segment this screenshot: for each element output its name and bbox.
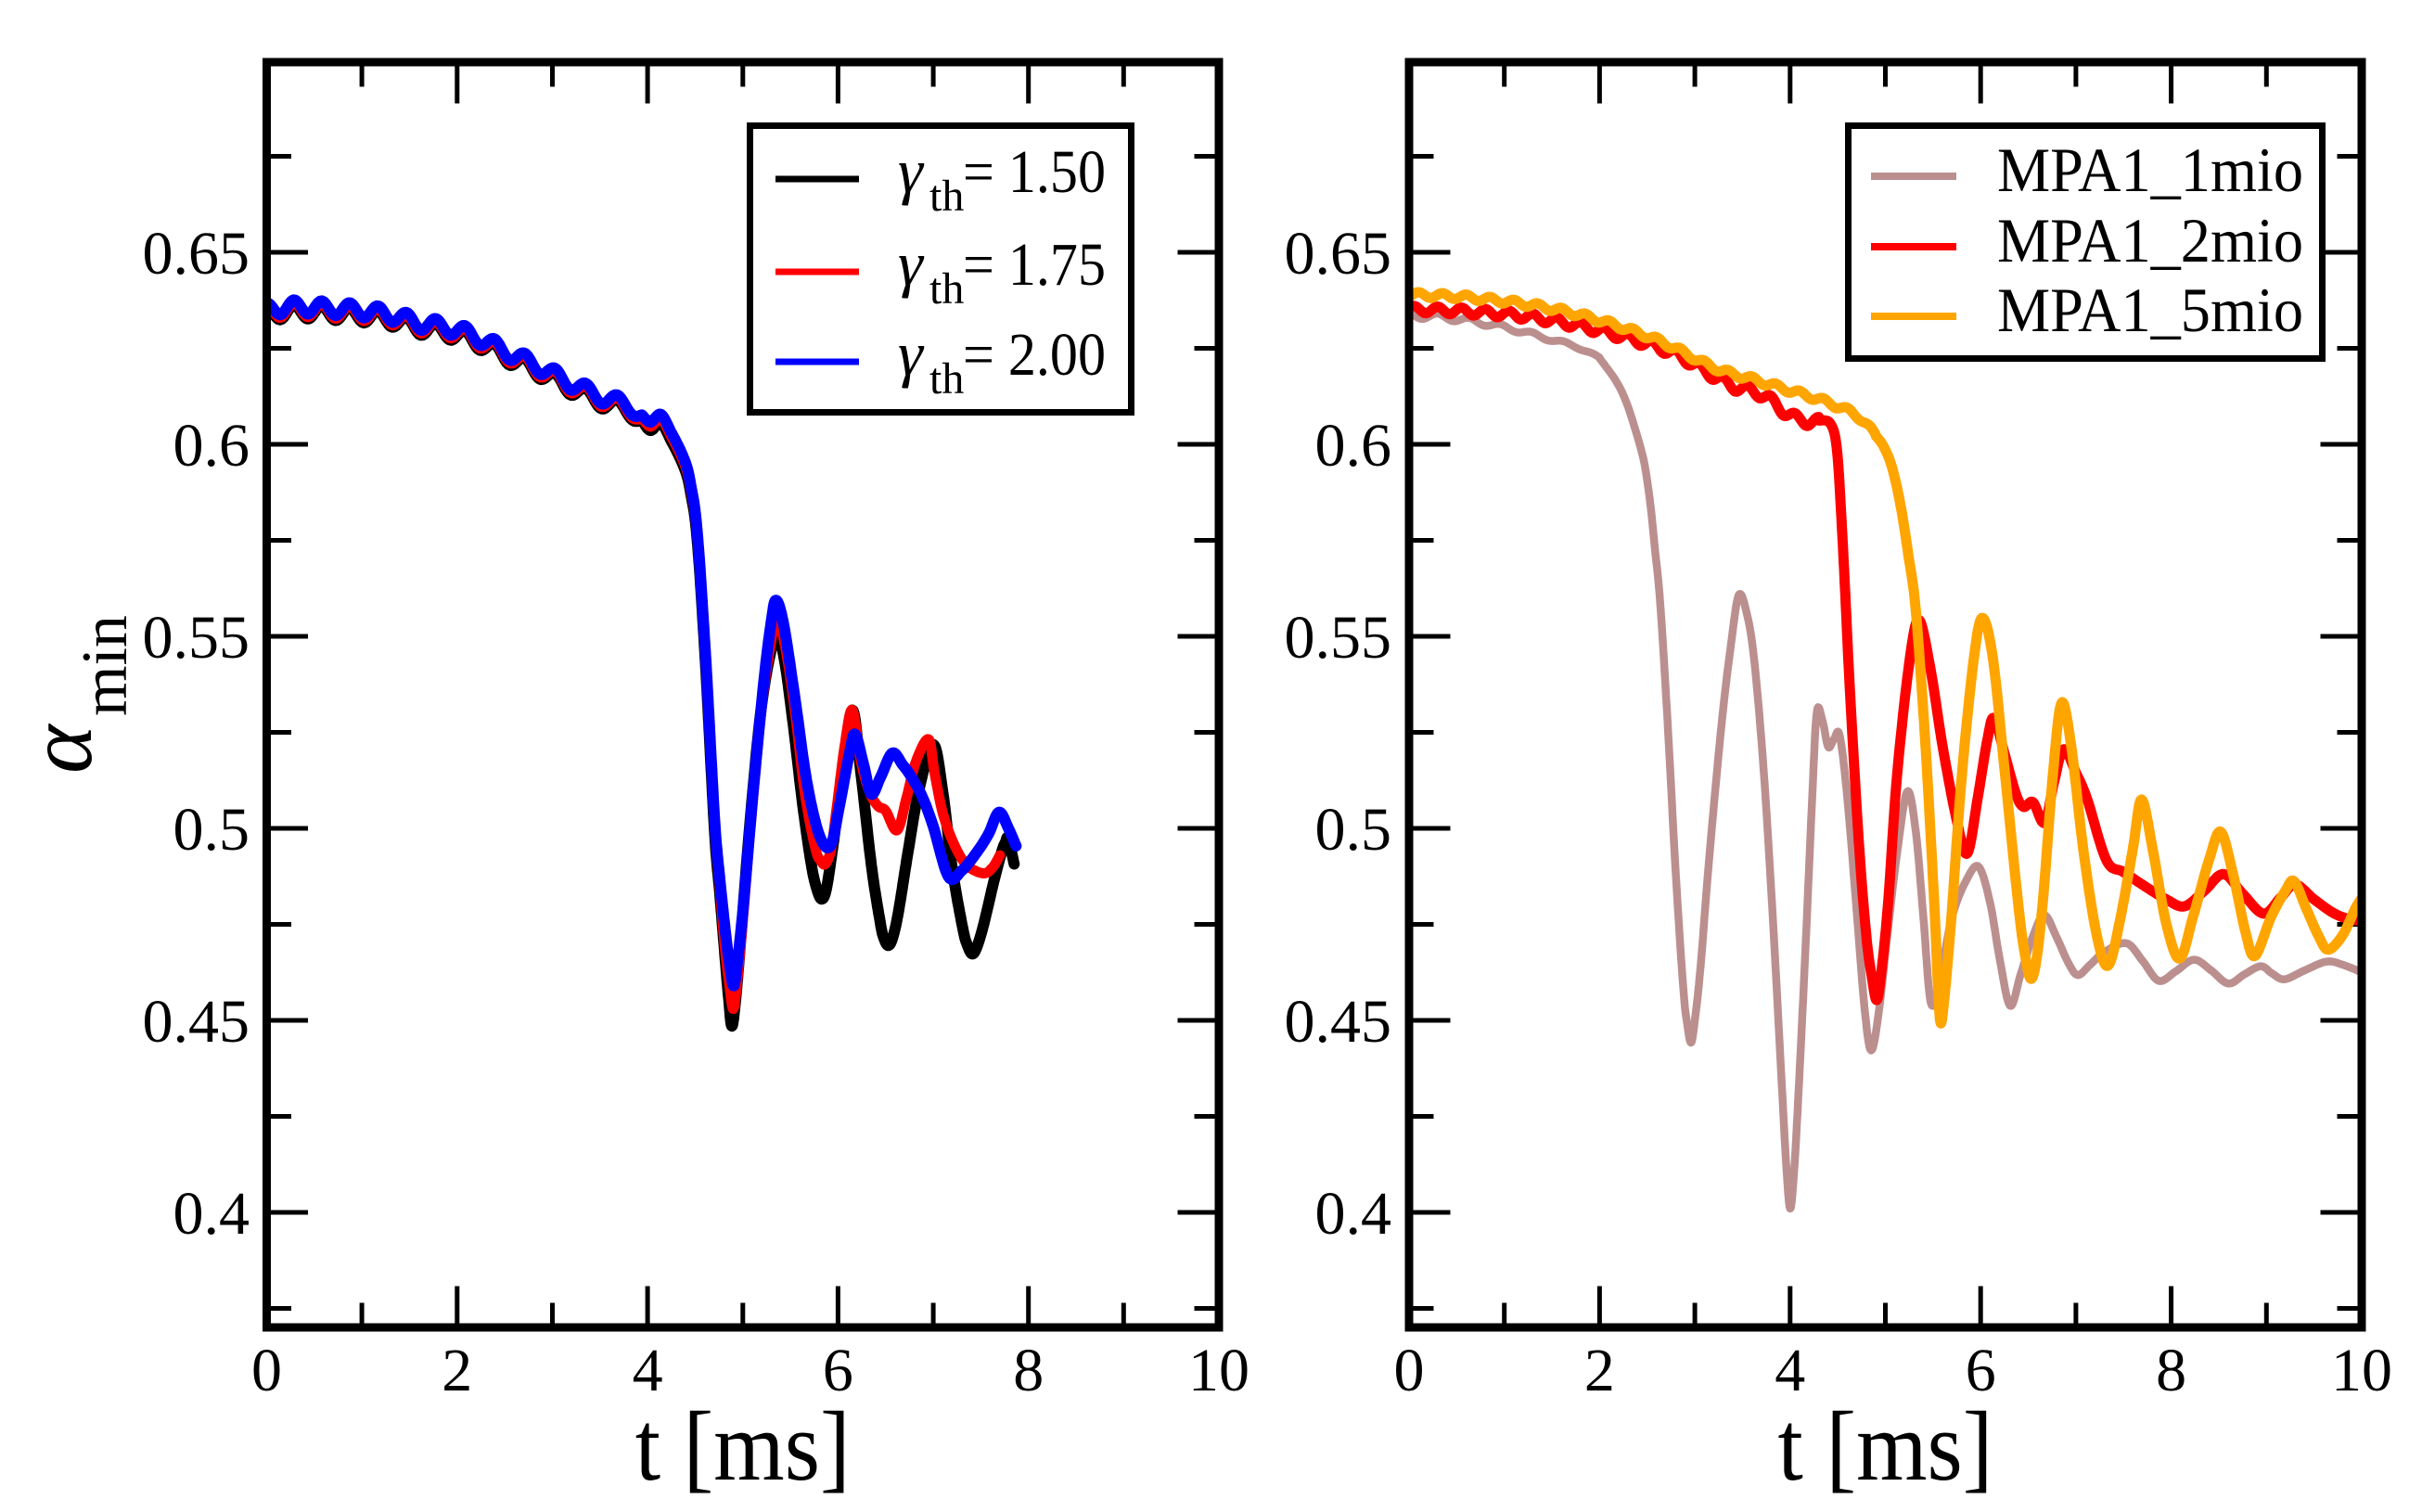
svg-text:0: 0: [251, 1337, 282, 1404]
svg-text:α: α: [8, 723, 111, 774]
svg-text:10: 10: [2331, 1337, 2392, 1404]
svg-text:4: 4: [1775, 1337, 1805, 1404]
svg-text:0.5: 0.5: [1315, 796, 1392, 864]
svg-text:= 1.50: = 1.50: [963, 138, 1106, 206]
svg-text:0.45: 0.45: [143, 988, 250, 1056]
svg-text:th: th: [929, 172, 964, 221]
svg-text:8: 8: [1013, 1337, 1044, 1404]
svg-text:10: 10: [1188, 1337, 1249, 1404]
svg-text:γ: γ: [898, 135, 925, 206]
svg-text:0.6: 0.6: [173, 412, 250, 480]
svg-text:2: 2: [442, 1337, 472, 1404]
svg-text:0.65: 0.65: [1285, 220, 1392, 288]
svg-text:th: th: [929, 264, 964, 314]
svg-text:6: 6: [823, 1337, 853, 1404]
svg-text:t [ms]: t [ms]: [1778, 1392, 1993, 1502]
svg-text:0.5: 0.5: [173, 796, 250, 864]
svg-text:0.55: 0.55: [1285, 604, 1392, 672]
svg-text:0.65: 0.65: [143, 220, 250, 288]
svg-text:0.45: 0.45: [1285, 988, 1392, 1056]
svg-text:8: 8: [2156, 1337, 2186, 1404]
svg-text:= 2.00: = 2.00: [963, 321, 1106, 389]
svg-text:6: 6: [1966, 1337, 1996, 1404]
svg-text:th: th: [929, 354, 964, 404]
svg-text:2: 2: [1584, 1337, 1615, 1404]
svg-text:MPA1_1mio: MPA1_1mio: [1997, 135, 2303, 205]
svg-text:min: min: [70, 615, 141, 716]
svg-text:0.4: 0.4: [1315, 1180, 1392, 1248]
svg-text:0.4: 0.4: [173, 1180, 250, 1248]
svg-text:0: 0: [1394, 1337, 1425, 1404]
svg-text:0.6: 0.6: [1315, 412, 1392, 480]
svg-text:4: 4: [633, 1337, 663, 1404]
svg-text:= 1.75: = 1.75: [963, 231, 1106, 299]
svg-text:γ: γ: [898, 318, 925, 389]
svg-text:MPA1_5mio: MPA1_5mio: [1997, 275, 2303, 345]
svg-text:γ: γ: [898, 228, 925, 299]
svg-text:t [ms]: t [ms]: [635, 1392, 851, 1502]
svg-text:0.55: 0.55: [143, 604, 250, 672]
svg-text:MPA1_2mio: MPA1_2mio: [1997, 205, 2303, 275]
